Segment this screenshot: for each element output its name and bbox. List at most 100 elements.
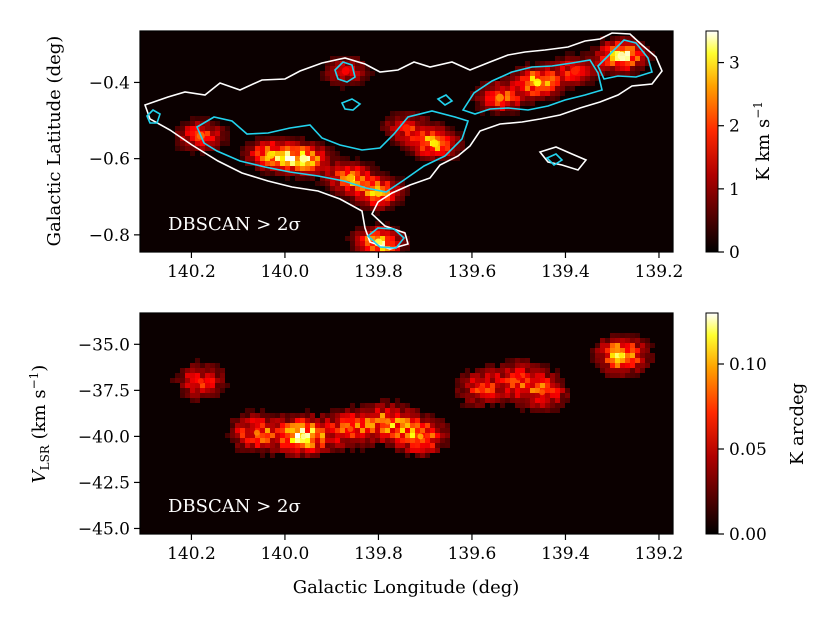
bottom-heatmap-pixel	[290, 448, 295, 453]
bottom-heatmap-pixel	[405, 403, 410, 408]
top-heatmap-pixel	[335, 61, 340, 66]
top-heatmap-pixel	[400, 246, 405, 251]
bottom-heatmap-pixel	[610, 348, 615, 353]
top-heatmap-pixel	[370, 246, 375, 251]
top-heatmap-pixel	[625, 61, 630, 66]
bottom-heatmap-pixel	[415, 428, 420, 433]
bottom-heatmap-pixel	[190, 383, 195, 388]
top-heatmap-pixel	[345, 166, 350, 171]
top-heatmap-pixel	[330, 166, 335, 171]
bottom-heatmap-pixel	[270, 453, 275, 458]
bottom-heatmap-pixel	[380, 433, 385, 438]
top-source-peak	[533, 78, 542, 87]
bottom-ytick-label: −37.5	[78, 381, 130, 401]
bottom-heatmap-pixel	[405, 433, 410, 438]
top-heatmap-pixel	[185, 146, 190, 151]
top-heatmap-pixel	[515, 81, 520, 86]
top-heatmap-pixel	[365, 176, 370, 181]
bottom-cbar-tick-label: 0.10	[729, 355, 767, 375]
bottom-heatmap-pixel	[300, 443, 305, 448]
top-heatmap-pixel	[370, 191, 375, 196]
bottom-heatmap-pixel	[455, 383, 460, 388]
top-heatmap-pixel	[280, 151, 285, 156]
bottom-heatmap-pixel	[425, 443, 430, 448]
top-heatmap-pixel	[550, 81, 555, 86]
top-heatmap-pixel	[615, 66, 620, 71]
top-heatmap-pixel	[390, 141, 395, 146]
top-heatmap-pixel	[590, 66, 595, 71]
bottom-heatmap-pixel	[245, 448, 250, 453]
bottom-heatmap-pixel	[515, 403, 520, 408]
bottom-heatmap-pixel	[510, 368, 515, 373]
top-heatmap-pixel	[320, 176, 325, 181]
bottom-heatmap-pixel	[600, 368, 605, 373]
bottom-heatmap-pixel	[230, 418, 235, 423]
bottom-heatmap-pixel	[620, 338, 625, 343]
top-heatmap-pixel	[480, 106, 485, 111]
top-heatmap-pixel	[540, 76, 545, 81]
top-heatmap-pixel	[295, 161, 300, 166]
top-heatmap-pixel	[195, 141, 200, 146]
bottom-heatmap-pixel	[505, 393, 510, 398]
top-heatmap-pixel	[320, 156, 325, 161]
top-heatmap-pixel	[180, 141, 185, 146]
bottom-heatmap-pixel	[265, 418, 270, 423]
top-heatmap-pixel	[615, 51, 620, 56]
top-heatmap-pixel	[225, 131, 230, 136]
bottom-xtick-label: 139.8	[354, 544, 403, 564]
bottom-heatmap-pixel	[625, 348, 630, 353]
bottom-heatmap-pixel	[185, 378, 190, 383]
bottom-heatmap-pixel	[395, 398, 400, 403]
top-heatmap-pixel	[625, 51, 630, 56]
top-heatmap-pixel	[365, 226, 370, 231]
contour-inner-i	[545, 153, 564, 167]
bottom-heatmap-pixel	[500, 398, 505, 403]
top-heatmap-pixel	[215, 131, 220, 136]
top-heatmap-pixel	[245, 151, 250, 156]
top-heatmap-pixel	[640, 51, 645, 56]
bottom-heatmap-pixel	[200, 373, 205, 378]
bottom-heatmap-pixel	[240, 438, 245, 443]
top-heatmap-pixel	[260, 156, 265, 161]
bottom-heatmap-pixel	[430, 448, 435, 453]
top-heatmap-pixel	[595, 46, 600, 51]
top-heatmap-pixel	[420, 156, 425, 161]
bottom-heatmap-pixel	[290, 433, 295, 438]
bottom-heatmap-pixel	[280, 413, 285, 418]
bottom-heatmap-pixel	[635, 373, 640, 378]
top-heatmap-pixel	[190, 151, 195, 156]
bottom-heatmap-pixel	[285, 418, 290, 423]
top-heatmap-pixel	[530, 71, 535, 76]
bottom-heatmap-pixel	[400, 423, 405, 428]
bottom-heatmap-pixel	[340, 438, 345, 443]
top-heatmap-pixel	[300, 151, 305, 156]
bottom-heatmap-pixel	[350, 448, 355, 453]
top-heatmap-pixel	[490, 101, 495, 106]
top-ytick-label: −0.8	[89, 226, 130, 246]
top-heatmap-pixel	[225, 136, 230, 141]
bottom-heatmap-pixel	[530, 403, 535, 408]
bottom-heatmap-pixel	[550, 398, 555, 403]
top-heatmap-pixel	[285, 176, 290, 181]
bottom-heatmap-pixel	[485, 368, 490, 373]
bottom-heatmap-pixel	[245, 418, 250, 423]
bottom-heatmap-pixel	[210, 393, 215, 398]
bottom-heatmap-pixel	[240, 423, 245, 428]
top-heatmap-pixel	[440, 136, 445, 141]
bottom-heatmap-pixel	[475, 368, 480, 373]
top-source-peak	[430, 139, 439, 148]
top-heatmap-pixel	[555, 91, 560, 96]
top-heatmap-pixel	[415, 111, 420, 116]
contour-inner	[195, 110, 470, 193]
top-heatmap-pixel	[405, 191, 410, 196]
top-heatmap-pixel	[620, 71, 625, 76]
bottom-heatmap-pixel	[460, 403, 465, 408]
bottom-heatmap-pixel	[285, 453, 290, 458]
bottom-heatmap-pixel	[245, 428, 250, 433]
top-heatmap-pixel	[260, 161, 265, 166]
top-heatmap-pixel	[400, 116, 405, 121]
top-heatmap-pixel	[295, 146, 300, 151]
top-heatmap-pixel	[250, 141, 255, 146]
bottom-heatmap-pixel	[595, 353, 600, 358]
top-heatmap-pixel	[640, 41, 645, 46]
